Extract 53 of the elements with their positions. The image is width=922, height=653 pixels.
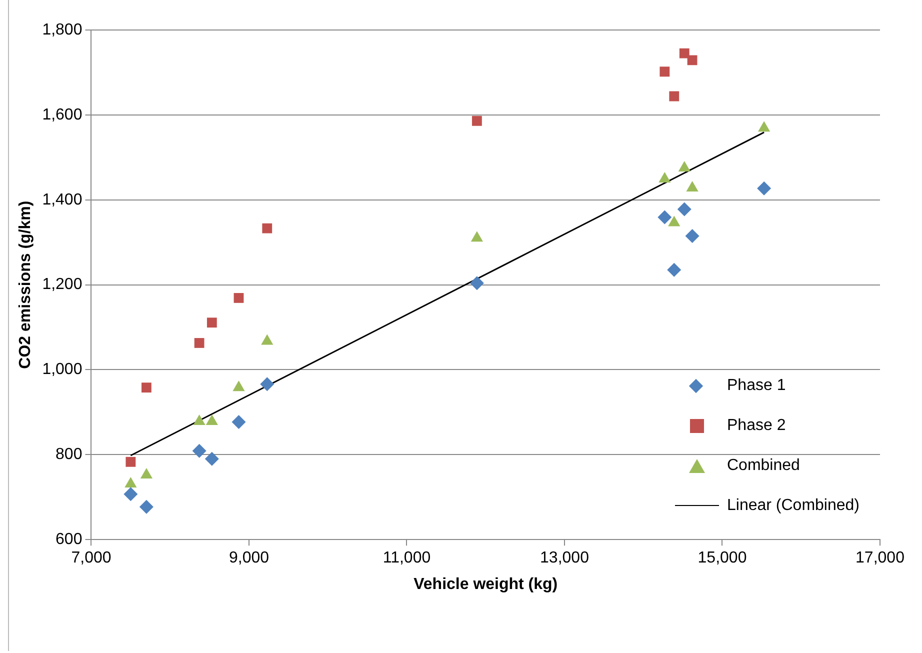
legend-label: Phase 2 xyxy=(727,417,786,436)
point xyxy=(232,414,246,429)
y-tick-label: 1,200 xyxy=(42,276,82,294)
point xyxy=(234,293,244,303)
point xyxy=(758,121,770,132)
y-axis-title: CO2 emissions (g/km) xyxy=(17,200,34,369)
y-tick-label: 1,800 xyxy=(42,21,82,38)
point xyxy=(260,377,274,392)
point xyxy=(677,202,692,216)
point xyxy=(232,380,245,392)
point xyxy=(660,66,670,77)
point xyxy=(206,414,218,426)
point xyxy=(668,216,680,226)
point xyxy=(678,161,690,172)
point xyxy=(124,476,137,488)
point xyxy=(687,55,698,66)
point xyxy=(658,172,671,183)
point xyxy=(124,487,138,502)
point xyxy=(139,500,154,514)
point xyxy=(126,456,136,467)
y-tick-label: 1,000 xyxy=(42,361,82,378)
point xyxy=(262,223,272,234)
point xyxy=(142,382,152,393)
x-tick-label: 11,000 xyxy=(382,550,431,567)
x-tick-label: 13,000 xyxy=(540,550,590,567)
point xyxy=(192,444,206,458)
point xyxy=(472,116,482,126)
point xyxy=(679,48,690,58)
point xyxy=(658,210,672,224)
x-tick-label: 17,000 xyxy=(856,550,905,567)
point xyxy=(685,228,700,243)
y-tick-label: 800 xyxy=(56,446,82,464)
point xyxy=(669,91,680,102)
x-tick-label: 9,000 xyxy=(228,550,270,567)
point xyxy=(194,338,204,348)
point xyxy=(140,468,153,479)
x-tick-label: 15,000 xyxy=(698,550,747,567)
legend-label: Combined xyxy=(727,457,800,476)
point xyxy=(470,276,484,290)
x-axis-title: Vehicle weight (kg) xyxy=(414,576,558,593)
point xyxy=(757,181,772,196)
point xyxy=(667,262,682,277)
point xyxy=(204,452,219,466)
point xyxy=(261,334,274,345)
point xyxy=(206,318,217,328)
point xyxy=(193,414,206,426)
x-tick-label: 7,000 xyxy=(71,550,112,567)
legend-label: Linear (Combined) xyxy=(727,497,860,516)
y-tick-label: 1,600 xyxy=(42,106,82,124)
y-tick-label: 1,400 xyxy=(42,191,82,208)
y-tick-label: 600 xyxy=(56,531,82,548)
point xyxy=(470,231,484,242)
legend-label: Phase 1 xyxy=(727,377,786,396)
